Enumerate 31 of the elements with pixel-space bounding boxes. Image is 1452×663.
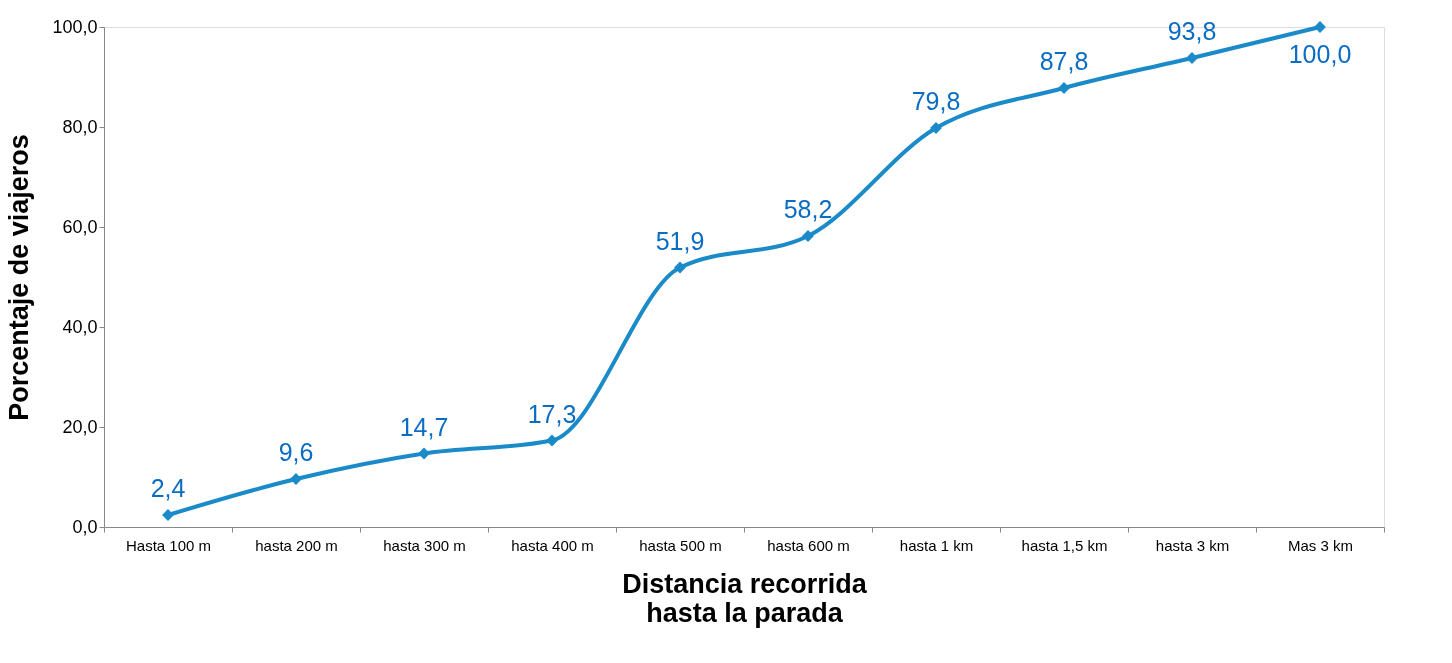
y-axis-title: Porcentaje de viajeros bbox=[4, 134, 35, 421]
x-tick-label: hasta 1 km bbox=[899, 536, 974, 554]
x-tick-label: hasta 200 m bbox=[255, 536, 338, 554]
y-tick-label: 100,0 bbox=[52, 16, 98, 37]
data-label: 14,7 bbox=[399, 412, 449, 441]
point bbox=[418, 447, 430, 460]
y-tick-label: 20,0 bbox=[62, 416, 98, 437]
data-label: 9,6 bbox=[278, 438, 314, 466]
data-label: 58,2 bbox=[783, 195, 833, 223]
data-label: 79,8 bbox=[911, 87, 961, 115]
x-tick-label: hasta 3 km bbox=[1155, 536, 1230, 554]
data-label: 17,3 bbox=[527, 399, 577, 428]
y-tick-label: 80,0 bbox=[62, 116, 98, 137]
x-tick-label: Mas 3 km bbox=[1287, 536, 1354, 554]
x-tick-label: hasta 600 m bbox=[767, 536, 850, 554]
data-label: 93,8 bbox=[1167, 17, 1217, 45]
data-label: 100,0 bbox=[1288, 40, 1352, 68]
x-tick-label: hasta 500 m bbox=[639, 536, 722, 554]
y-tick-label: 40,0 bbox=[62, 316, 98, 337]
data-label: 2,4 bbox=[150, 474, 186, 502]
data-label: 87,8 bbox=[1039, 47, 1089, 75]
x-tick-label: hasta 300 m bbox=[383, 536, 466, 554]
x-tick-label: hasta 1,5 km bbox=[1021, 536, 1108, 554]
x-tick-label: Hasta 100 m bbox=[125, 536, 212, 554]
x-axis-title: Distancia recorrida hasta la parada bbox=[622, 568, 868, 628]
y-tick-label: 0,0 bbox=[72, 516, 98, 537]
point bbox=[546, 434, 558, 447]
data-label: 51,9 bbox=[655, 226, 705, 255]
x-tick-label: hasta 400 m bbox=[511, 536, 594, 554]
y-tick-label: 60,0 bbox=[62, 216, 98, 237]
point bbox=[674, 261, 686, 274]
